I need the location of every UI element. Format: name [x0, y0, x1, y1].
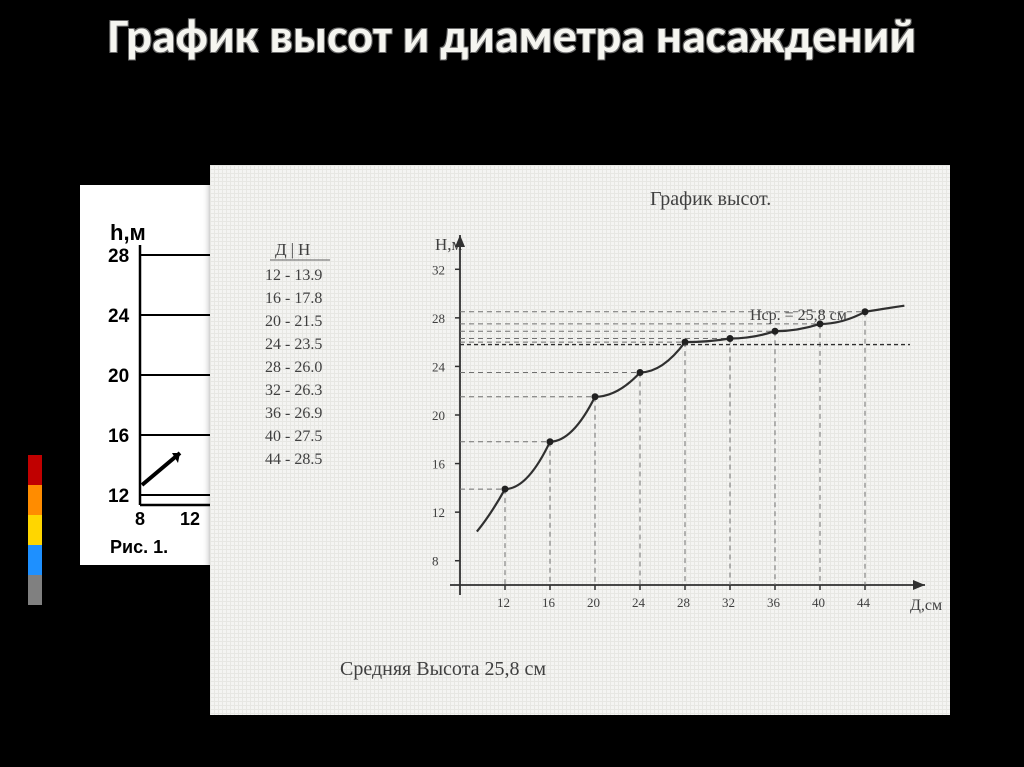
table-header: Д|Н [275, 240, 310, 259]
table-row: 28 - 26.0 [265, 359, 322, 376]
x-ticks: 12 16 20 24 28 32 36 40 44 [497, 585, 871, 610]
data-table: Д|Н 12 - 13.9 16 - 17.8 20 - 21.5 24 - 23.5… [265, 240, 330, 468]
chart-title: График высот. [650, 188, 771, 210]
x-axis-label: Д,см [910, 597, 942, 614]
svg-text:32: 32 [432, 262, 445, 277]
svg-text:12: 12 [497, 595, 510, 610]
svg-text:24: 24 [108, 306, 130, 327]
svg-text:28: 28 [432, 311, 445, 326]
svg-text:16: 16 [108, 426, 129, 447]
svg-text:16: 16 [432, 457, 446, 472]
y-axis-label-h: h,м [110, 220, 146, 245]
data-point [727, 335, 734, 342]
reference-dashes [460, 312, 865, 585]
figure-caption: Рис. 1. [110, 537, 168, 557]
table-row: 16 - 17.8 [265, 290, 322, 307]
svg-text:20: 20 [587, 595, 600, 610]
main-chart-svg: График высот. Д|Н 12 - 13.9 16 - 17.8 20 -… [210, 165, 950, 715]
svg-text:20: 20 [432, 408, 445, 423]
table-row: 12 - 13.9 [265, 267, 322, 284]
main-paper: График высот. Д|Н 12 - 13.9 16 - 17.8 20 -… [210, 165, 950, 715]
table-row: 20 - 21.5 [265, 313, 322, 330]
table-row: 44 - 28.5 [265, 451, 322, 468]
chart-footer: Средняя Высота 25,8 см [340, 658, 546, 680]
data-point [772, 328, 779, 335]
left-y-ticks: 12 16 20 24 28 [108, 246, 210, 507]
data-point [637, 369, 644, 376]
data-point [592, 393, 599, 400]
svg-text:32: 32 [722, 595, 735, 610]
svg-text:20: 20 [108, 366, 129, 387]
svg-text:12: 12 [108, 486, 129, 507]
height-curve [477, 306, 905, 532]
hcp-annotation: Hср. = 25,8 см [750, 307, 847, 324]
table-row: 36 - 26.9 [265, 405, 322, 422]
svg-text:24: 24 [632, 595, 646, 610]
data-point [502, 486, 509, 493]
svg-text:36: 36 [767, 595, 781, 610]
data-point [862, 308, 869, 315]
left-xtick-8: 8 [135, 509, 145, 529]
svg-text:16: 16 [542, 595, 556, 610]
svg-text:24: 24 [432, 359, 446, 374]
data-point [547, 438, 554, 445]
left-xtick-12: 12 [180, 509, 200, 529]
svg-text:8: 8 [432, 554, 439, 569]
paper-stack: h,м 12 16 20 24 28 8 12 Рис. 1. График высот… [80, 165, 950, 715]
svg-text:12: 12 [432, 505, 445, 520]
y-ticks: 8 12 16 20 24 28 32 [432, 262, 460, 568]
accent-strip [28, 455, 42, 605]
slide: График высот и диаметра насаждений h,м 1… [0, 0, 1024, 767]
svg-text:44: 44 [857, 595, 871, 610]
svg-text:28: 28 [108, 246, 129, 267]
svg-text:40: 40 [812, 595, 825, 610]
table-row: 40 - 27.5 [265, 428, 322, 445]
slide-title: График высот и диаметра насаждений [0, 10, 1024, 63]
table-row: 32 - 26.3 [265, 382, 322, 399]
arrow-fragment [142, 453, 180, 485]
svg-text:28: 28 [677, 595, 690, 610]
table-row: 24 - 23.5 [265, 336, 322, 353]
